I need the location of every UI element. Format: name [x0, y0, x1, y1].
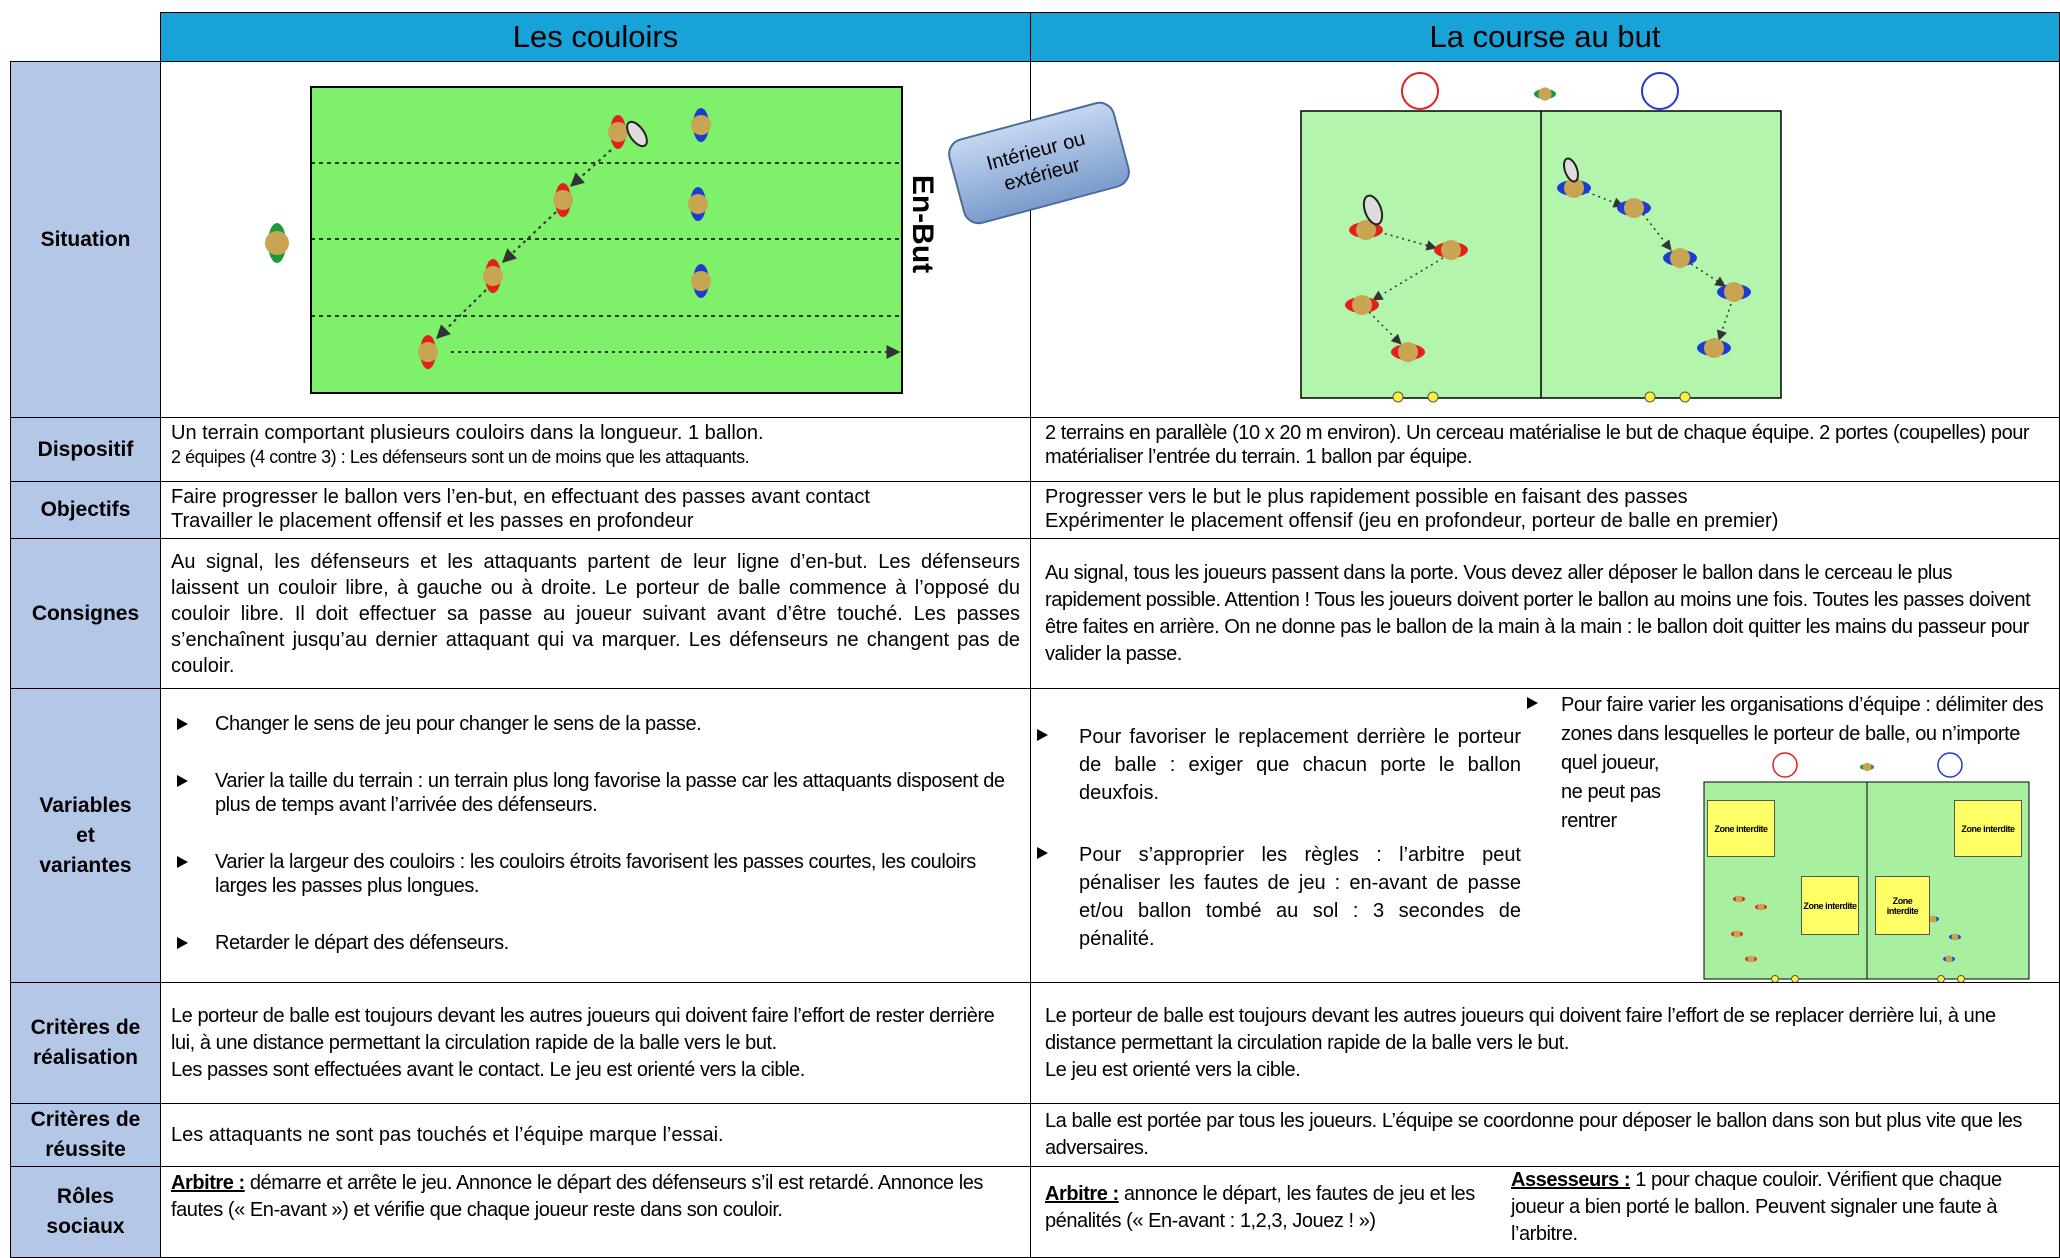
table: Les couloirs La course au but Situation …	[10, 12, 2060, 1258]
role-text: 1 pour chaque couloir. Vérifient que cha…	[1511, 1169, 2002, 1245]
paragraph: La balle est portée par tous les joueurs…	[1045, 1110, 2022, 1159]
cones	[1771, 975, 1965, 982]
bullet: Varier la largeur des couloirs : les cou…	[171, 850, 1020, 898]
row-label: Rôles sociaux	[10, 1166, 161, 1258]
diagram-cell: En-But	[160, 61, 1031, 418]
cell: Le porteur de balle est toujours devant …	[1030, 982, 2060, 1104]
paragraph: Le jeu est orienté vers la cible.	[1045, 1058, 1301, 1081]
zone-label: Zone interdite	[1875, 876, 1930, 935]
ball	[626, 120, 648, 148]
cones	[1392, 391, 1691, 403]
line: Un terrain comportant plusieurs couloirs…	[171, 422, 764, 444]
row-label: Dispositif	[10, 417, 161, 482]
corridor-lines	[311, 162, 902, 317]
paragraph: Au signal, tous les joueurs passent dans…	[1045, 561, 2031, 665]
bullet-group: Pour favoriser le replacement derrière l…	[1031, 709, 1521, 982]
bullet-group: Zone interdite Zone interdite Zone inter…	[1521, 691, 2049, 982]
pass-arrows	[1368, 191, 1732, 345]
hoop	[1401, 72, 1439, 110]
cell: Faire progresser le ballon vers l’en-but…	[160, 481, 1031, 539]
line: Progresser vers le but le plus rapidemen…	[1045, 486, 1688, 508]
corner	[10, 12, 161, 62]
cell: Au signal, les défenseurs et les attaqua…	[160, 538, 1031, 689]
cell: Les attaquants ne sont pas touchés et l’…	[160, 1103, 1031, 1167]
cell: Arbitre : annonce le départ, les fautes …	[1030, 1166, 2060, 1258]
hoop	[1641, 72, 1679, 110]
corridor-diagram: En-But	[265, 86, 939, 394]
hoop	[1772, 752, 1798, 778]
row-label: Situation	[10, 61, 161, 418]
bullet-text: Pour faire varier les organisations d’éq…	[1561, 694, 2044, 832]
field	[310, 86, 903, 394]
label-text: Rôles sociaux	[46, 1185, 125, 1238]
cell: Au signal, tous les joueurs passent dans…	[1030, 538, 2060, 689]
row-label: Consignes	[10, 538, 161, 689]
role: Arbitre :	[1045, 1183, 1119, 1205]
role-text: démarre et arrête le jeu. Annonce le dép…	[171, 1172, 983, 1221]
label-text: Critères de réalisation	[30, 1016, 141, 1069]
column-header: La course au but	[1030, 12, 2060, 62]
paragraph: Le porteur de balle est toujours devant …	[171, 1004, 995, 1054]
role: Assesseurs :	[1511, 1169, 1631, 1191]
bullet: Changer le sens de jeu pour changer le s…	[171, 712, 1020, 736]
cell: La balle est portée par tous les joueurs…	[1030, 1103, 2060, 1167]
line: 2 équipes (4 contre 3) : Les défenseurs …	[171, 447, 750, 467]
row-label: Critères de réalisation	[10, 982, 161, 1104]
paragraph: Les attaquants ne sont pas touchés et l’…	[171, 1124, 724, 1146]
line: Travailler le placement offensif et les …	[171, 510, 694, 532]
pass-arrows	[435, 149, 901, 359]
race-diagram	[1300, 72, 1782, 403]
row-label: Critères de réussite	[10, 1103, 161, 1167]
label-text: Variables et variantes	[39, 793, 132, 877]
cell: Changer le sens de jeu pour changer le s…	[160, 688, 1031, 983]
ball	[1563, 157, 1579, 183]
bullet: Retarder le départ des défenseurs.	[171, 931, 1020, 955]
referee	[265, 223, 289, 263]
zone-label: Zone interdite	[1707, 800, 1775, 857]
bullet: Pour s’approprier les règles : l’arbitre…	[1031, 841, 1521, 953]
bullet: Varier la taille du terrain : un terrain…	[171, 769, 1020, 817]
ball	[1362, 194, 1384, 226]
end-zone-label: En-But	[906, 175, 939, 273]
role-block: Assesseurs : 1 pour chaque couloir. Véri…	[1501, 1167, 2059, 1257]
label-text: Critères de réussite	[30, 1108, 141, 1161]
paragraph: Au signal, les défenseurs et les attaqua…	[171, 550, 1020, 677]
paragraph: Les passes sont effectuées avant le cont…	[171, 1058, 805, 1081]
cell: 2 terrains en parallèle (10 x 20 m envir…	[1030, 417, 2060, 482]
paragraph: Le porteur de balle est toujours devant …	[1045, 1004, 1996, 1054]
row-label: Objectifs	[10, 481, 161, 539]
row-label: Variables et variantes	[10, 688, 161, 983]
role-text: annonce le départ, les fautes de jeu et …	[1045, 1183, 1475, 1232]
bullet: Pour favoriser le replacement derrière l…	[1031, 723, 1521, 807]
cell: Arbitre : démarre et arrête le jeu. Anno…	[160, 1166, 1031, 1258]
diagram-cell	[1030, 61, 2060, 418]
referee	[1860, 762, 1874, 772]
zone-label: Zone interdite	[1801, 876, 1859, 935]
mini-diagram: Zone interdite Zone interdite Zone inter…	[1679, 749, 2049, 982]
cell: Un terrain comportant plusieurs couloirs…	[160, 417, 1031, 482]
referee	[1534, 87, 1556, 101]
hoop	[1937, 752, 1963, 778]
role: Arbitre :	[171, 1172, 245, 1194]
role-block: Arbitre : annonce le départ, les fautes …	[1031, 1167, 1501, 1257]
mini-field	[1703, 752, 2030, 982]
line: Faire progresser le ballon vers l’en-but…	[171, 486, 870, 508]
column-header: Les couloirs	[160, 12, 1031, 62]
cell: Pour favoriser le replacement derrière l…	[1030, 688, 2060, 983]
zone-label: Zone interdite	[1954, 800, 2022, 857]
cell: Le porteur de balle est toujours devant …	[160, 982, 1031, 1104]
cell: Progresser vers le but le plus rapidemen…	[1030, 481, 2060, 539]
line: Expérimenter le placement offensif (jeu …	[1045, 510, 1779, 532]
